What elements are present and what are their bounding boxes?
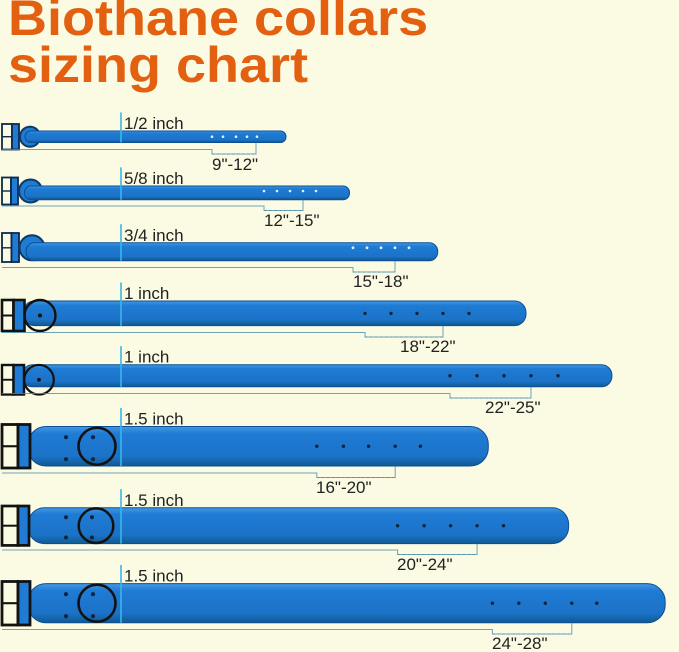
svg-text:1 inch: 1 inch	[124, 284, 169, 303]
svg-text:1.5 inch: 1.5 inch	[124, 491, 184, 510]
svg-text:9"-12": 9"-12"	[212, 155, 258, 174]
svg-text:18"-22": 18"-22"	[400, 337, 456, 356]
svg-text:3/4 inch: 3/4 inch	[124, 226, 184, 245]
svg-text:1 inch: 1 inch	[124, 348, 169, 367]
svg-text:1.5 inch: 1.5 inch	[124, 567, 184, 586]
svg-text:1.5 inch: 1.5 inch	[124, 410, 184, 429]
svg-text:16"-20": 16"-20"	[316, 478, 372, 497]
svg-text:5/8 inch: 5/8 inch	[124, 169, 184, 188]
svg-text:1/2 inch: 1/2 inch	[124, 114, 184, 133]
svg-text:20"-24": 20"-24"	[397, 555, 453, 574]
svg-text:15"-18": 15"-18"	[353, 272, 409, 291]
svg-text:22"-25": 22"-25"	[485, 398, 541, 417]
svg-text:12"-15": 12"-15"	[264, 211, 320, 230]
svg-text:24"-28": 24"-28"	[492, 634, 548, 652]
